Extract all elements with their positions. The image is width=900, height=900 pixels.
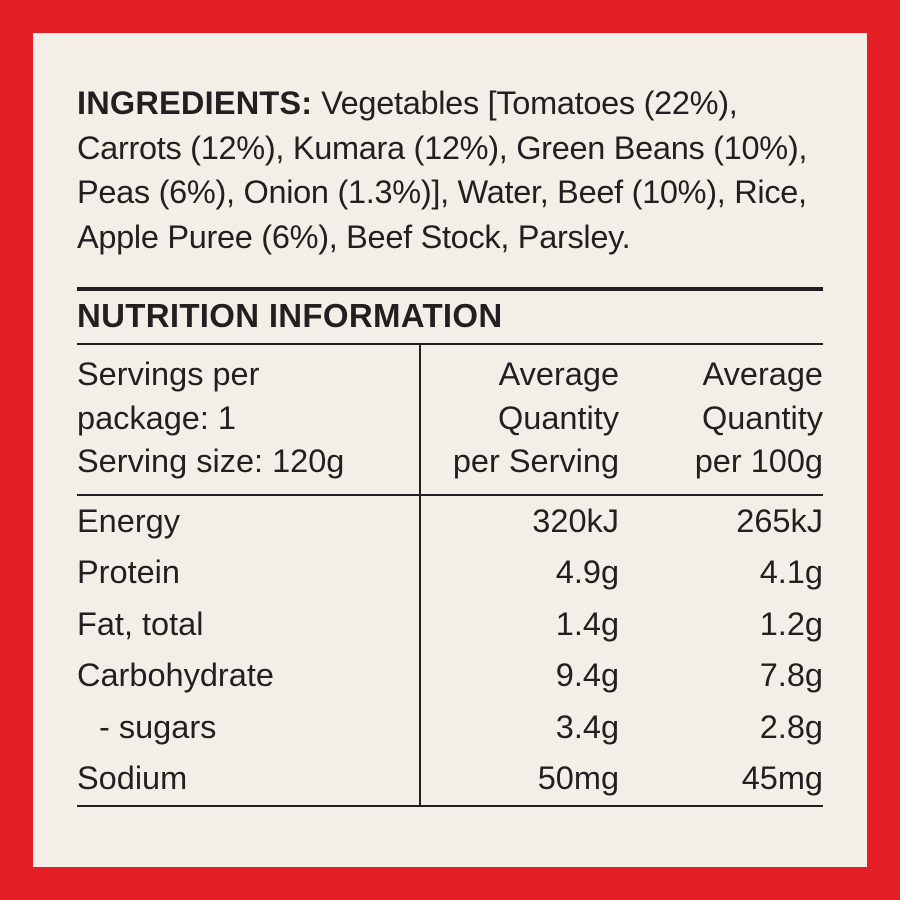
nutrition-data-table: Energy320kJ265kJProtein4.9g4.1gFat, tota… <box>77 496 823 805</box>
per-100g-value: 7.8g <box>629 650 823 702</box>
per-serving-value: 3.4g <box>420 702 629 754</box>
per-serving-value: 1.4g <box>420 599 629 651</box>
serving-size: Serving size: 120g <box>77 443 344 479</box>
col3-l3: per 100g <box>695 443 823 479</box>
nutrient-name: Energy <box>77 496 420 548</box>
col3-l2: Quantity <box>702 400 823 436</box>
col2-l1: Average <box>499 356 619 392</box>
table-row: Energy320kJ265kJ <box>77 496 823 548</box>
table-header-row: Servings per package: 1 Serving size: 12… <box>77 345 823 494</box>
ingredients-label: INGREDIENTS: <box>77 85 312 121</box>
table-row: Protein4.9g4.1g <box>77 547 823 599</box>
ingredients-block: INGREDIENTS: Vegetables [Tomatoes (22%),… <box>77 81 823 259</box>
nutrient-name: Carbohydrate <box>77 650 420 702</box>
nutrient-name: - sugars <box>77 702 420 754</box>
nutrient-name: Sodium <box>77 753 420 805</box>
col3-l1: Average <box>703 356 823 392</box>
rule-bottom <box>77 805 823 807</box>
col2-l3: per Serving <box>453 443 619 479</box>
nutrition-table: Servings per package: 1 Serving size: 12… <box>77 345 823 494</box>
table-row: Carbohydrate9.4g7.8g <box>77 650 823 702</box>
per-serving-value: 9.4g <box>420 650 629 702</box>
servings-cell: Servings per package: 1 Serving size: 12… <box>77 345 420 494</box>
col-per-serving-header: Average Quantity per Serving <box>420 345 629 494</box>
per-100g-value: 1.2g <box>629 599 823 651</box>
per-serving-value: 4.9g <box>420 547 629 599</box>
per-serving-value: 320kJ <box>420 496 629 548</box>
nutrition-panel: INGREDIENTS: Vegetables [Tomatoes (22%),… <box>33 33 867 867</box>
col2-l2: Quantity <box>498 400 619 436</box>
table-row: Sodium50mg45mg <box>77 753 823 805</box>
col-per-100g-header: Average Quantity per 100g <box>629 345 823 494</box>
nutrition-title: NUTRITION INFORMATION <box>77 291 823 343</box>
nutrient-name: Fat, total <box>77 599 420 651</box>
table-row: Fat, total1.4g1.2g <box>77 599 823 651</box>
servings-line1: Servings per <box>77 356 259 392</box>
servings-line2: package: 1 <box>77 400 236 436</box>
per-100g-value: 4.1g <box>629 547 823 599</box>
per-100g-value: 2.8g <box>629 702 823 754</box>
per-100g-value: 45mg <box>629 753 823 805</box>
nutrient-name: Protein <box>77 547 420 599</box>
per-100g-value: 265kJ <box>629 496 823 548</box>
table-row: - sugars3.4g2.8g <box>77 702 823 754</box>
per-serving-value: 50mg <box>420 753 629 805</box>
